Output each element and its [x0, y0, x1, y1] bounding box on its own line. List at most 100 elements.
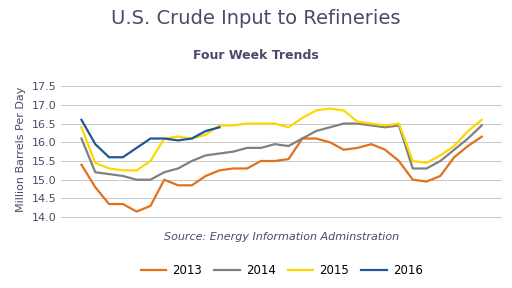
2013: [354, 146, 360, 150]
2015: [285, 126, 291, 129]
Line: 2013: 2013: [81, 137, 482, 212]
2016: [189, 137, 195, 140]
2014: [340, 122, 347, 125]
2015: [147, 159, 154, 163]
2013: [244, 167, 250, 170]
2016: [78, 118, 84, 122]
2016: [106, 156, 112, 159]
2014: [92, 170, 98, 174]
2013: [327, 141, 333, 144]
2014: [423, 167, 430, 170]
2016: [147, 137, 154, 140]
2015: [451, 144, 457, 148]
2015: [106, 167, 112, 170]
Line: 2016: 2016: [81, 120, 220, 157]
2015: [78, 126, 84, 129]
2015: [203, 133, 209, 137]
2013: [479, 135, 485, 139]
2014: [285, 144, 291, 148]
2014: [396, 124, 402, 127]
2015: [354, 120, 360, 124]
2014: [120, 174, 126, 178]
2014: [382, 126, 388, 129]
2015: [217, 124, 223, 127]
2015: [437, 154, 443, 157]
2014: [368, 124, 374, 127]
2015: [272, 122, 278, 125]
2013: [217, 169, 223, 172]
2015: [382, 124, 388, 127]
2013: [258, 159, 264, 163]
2014: [451, 148, 457, 151]
2014: [479, 124, 485, 127]
2013: [230, 167, 237, 170]
2014: [147, 178, 154, 181]
2015: [423, 161, 430, 165]
2014: [313, 129, 319, 133]
2015: [327, 107, 333, 110]
2013: [120, 202, 126, 206]
2016: [134, 146, 140, 150]
Text: Four Week Trends: Four Week Trends: [193, 49, 319, 62]
2014: [175, 167, 181, 170]
2014: [106, 172, 112, 176]
2015: [396, 122, 402, 125]
2013: [382, 148, 388, 151]
2015: [340, 109, 347, 112]
2016: [120, 156, 126, 159]
2013: [368, 143, 374, 146]
2016: [203, 129, 209, 133]
2015: [161, 137, 167, 140]
2014: [244, 146, 250, 150]
2013: [410, 178, 416, 181]
2013: [340, 148, 347, 151]
2015: [299, 116, 305, 120]
2016: [175, 139, 181, 142]
2016: [217, 126, 223, 129]
2014: [272, 143, 278, 146]
2015: [313, 109, 319, 112]
2013: [313, 137, 319, 140]
2014: [410, 167, 416, 170]
2014: [189, 159, 195, 163]
2014: [161, 170, 167, 174]
2013: [147, 204, 154, 208]
2013: [78, 163, 84, 166]
2015: [120, 169, 126, 172]
Legend: 2013, 2014, 2015, 2016: 2013, 2014, 2015, 2016: [136, 260, 428, 282]
2015: [189, 137, 195, 140]
2014: [258, 146, 264, 150]
Line: 2015: 2015: [81, 109, 482, 170]
2013: [161, 178, 167, 181]
Line: 2014: 2014: [81, 124, 482, 180]
2014: [78, 137, 84, 140]
2013: [189, 184, 195, 187]
2013: [106, 202, 112, 206]
2014: [437, 159, 443, 163]
Text: Source: Energy Information Adminstration: Source: Energy Information Adminstration: [164, 232, 399, 242]
2013: [451, 156, 457, 159]
2015: [92, 161, 98, 165]
2013: [134, 210, 140, 213]
2013: [272, 159, 278, 163]
2015: [465, 129, 471, 133]
2013: [396, 159, 402, 163]
2014: [217, 152, 223, 155]
2015: [258, 122, 264, 125]
2013: [423, 180, 430, 183]
2015: [479, 118, 485, 122]
Y-axis label: Million Barrels Per Day: Million Barrels Per Day: [16, 87, 26, 213]
2015: [134, 169, 140, 172]
2013: [299, 137, 305, 140]
2013: [203, 174, 209, 178]
2013: [285, 157, 291, 161]
2014: [134, 178, 140, 181]
2016: [92, 143, 98, 146]
2015: [175, 135, 181, 139]
2014: [354, 122, 360, 125]
2014: [327, 126, 333, 129]
2014: [203, 154, 209, 157]
2016: [161, 137, 167, 140]
2015: [368, 122, 374, 125]
2014: [230, 150, 237, 154]
